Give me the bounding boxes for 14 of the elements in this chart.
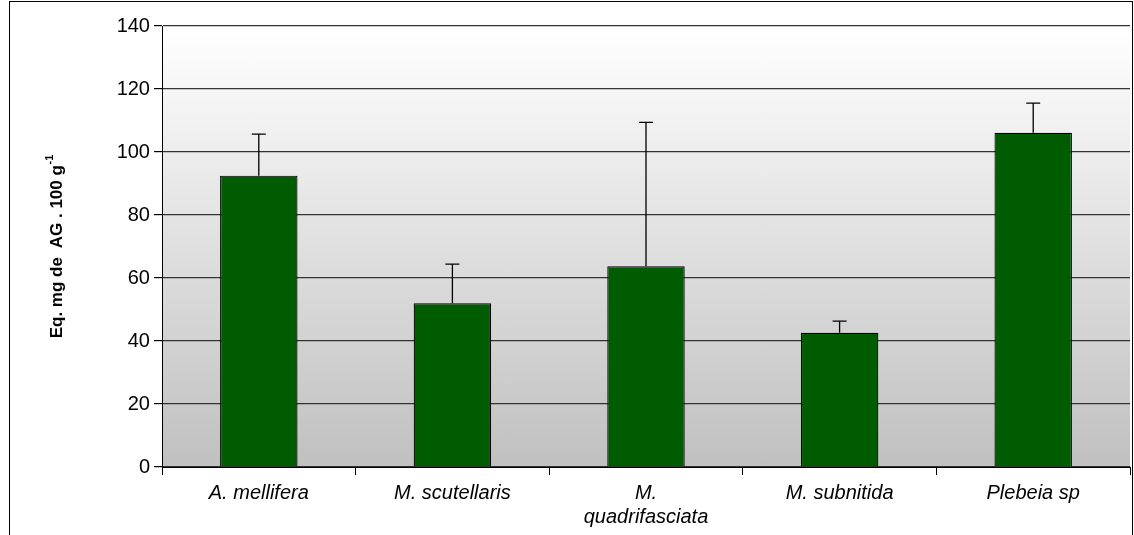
x-tick-label: Plebeia sp (986, 480, 1080, 503)
y-tick-label: 40 (127, 328, 150, 351)
x-tick-label: A. mellifera (207, 480, 309, 503)
y-tick-label: 60 (127, 265, 150, 288)
y-tick-label: 0 (138, 454, 150, 477)
y-tick-label: 80 (127, 202, 150, 225)
y-tick-label: 100 (116, 139, 150, 162)
x-tick-label: M. subnitida (785, 480, 894, 503)
x-tick-label: M. scutellaris (394, 480, 511, 503)
y-tick-label: 120 (116, 76, 150, 99)
y-tick-label: 20 (127, 391, 150, 414)
y-tick-label: 140 (116, 13, 150, 36)
y-axis-title: Eq. mg de AG . 100 g-1 (43, 154, 66, 339)
x-tick-label: M. quadrifasciata (583, 480, 709, 527)
